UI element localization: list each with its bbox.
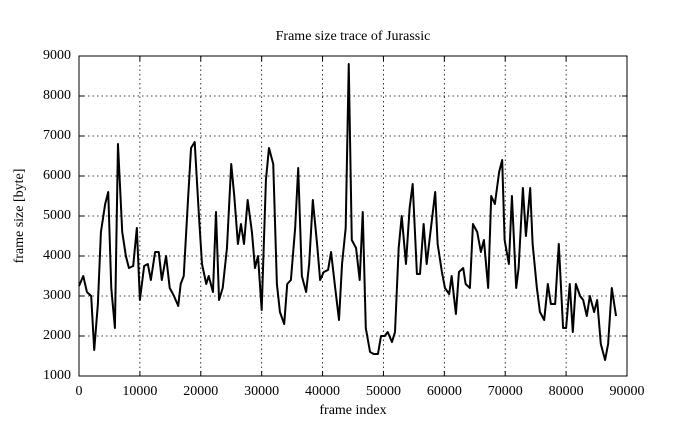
- y-tick-label: 4000: [43, 248, 71, 263]
- y-tick-label: 6000: [43, 168, 71, 183]
- y-tick-label: 7000: [43, 128, 71, 143]
- x-tick-label: 10000: [122, 384, 157, 399]
- chart-title: Frame size trace of Jurassic: [276, 29, 431, 44]
- y-axis-label: frame size [byte]: [12, 169, 27, 264]
- x-tick-label: 60000: [427, 384, 462, 399]
- x-tick-label: 20000: [183, 384, 218, 399]
- x-tick-label: 0: [76, 384, 83, 399]
- x-tick-label: 30000: [244, 384, 279, 399]
- y-tick-label: 3000: [43, 288, 71, 303]
- y-tick-label: 9000: [43, 48, 71, 63]
- x-axis-label: frame index: [319, 403, 386, 418]
- y-tick-label: 2000: [43, 328, 71, 343]
- x-tick-label: 40000: [305, 384, 340, 399]
- data-line: [78, 63, 618, 361]
- x-tick-label: 70000: [488, 384, 523, 399]
- x-tick-label: 80000: [549, 384, 584, 399]
- x-tick-label: 90000: [610, 384, 645, 399]
- y-tick-label: 5000: [43, 208, 71, 223]
- x-tick-label: 50000: [366, 384, 401, 399]
- y-tick-label: 8000: [43, 88, 71, 103]
- y-tick-label: 1000: [43, 368, 71, 383]
